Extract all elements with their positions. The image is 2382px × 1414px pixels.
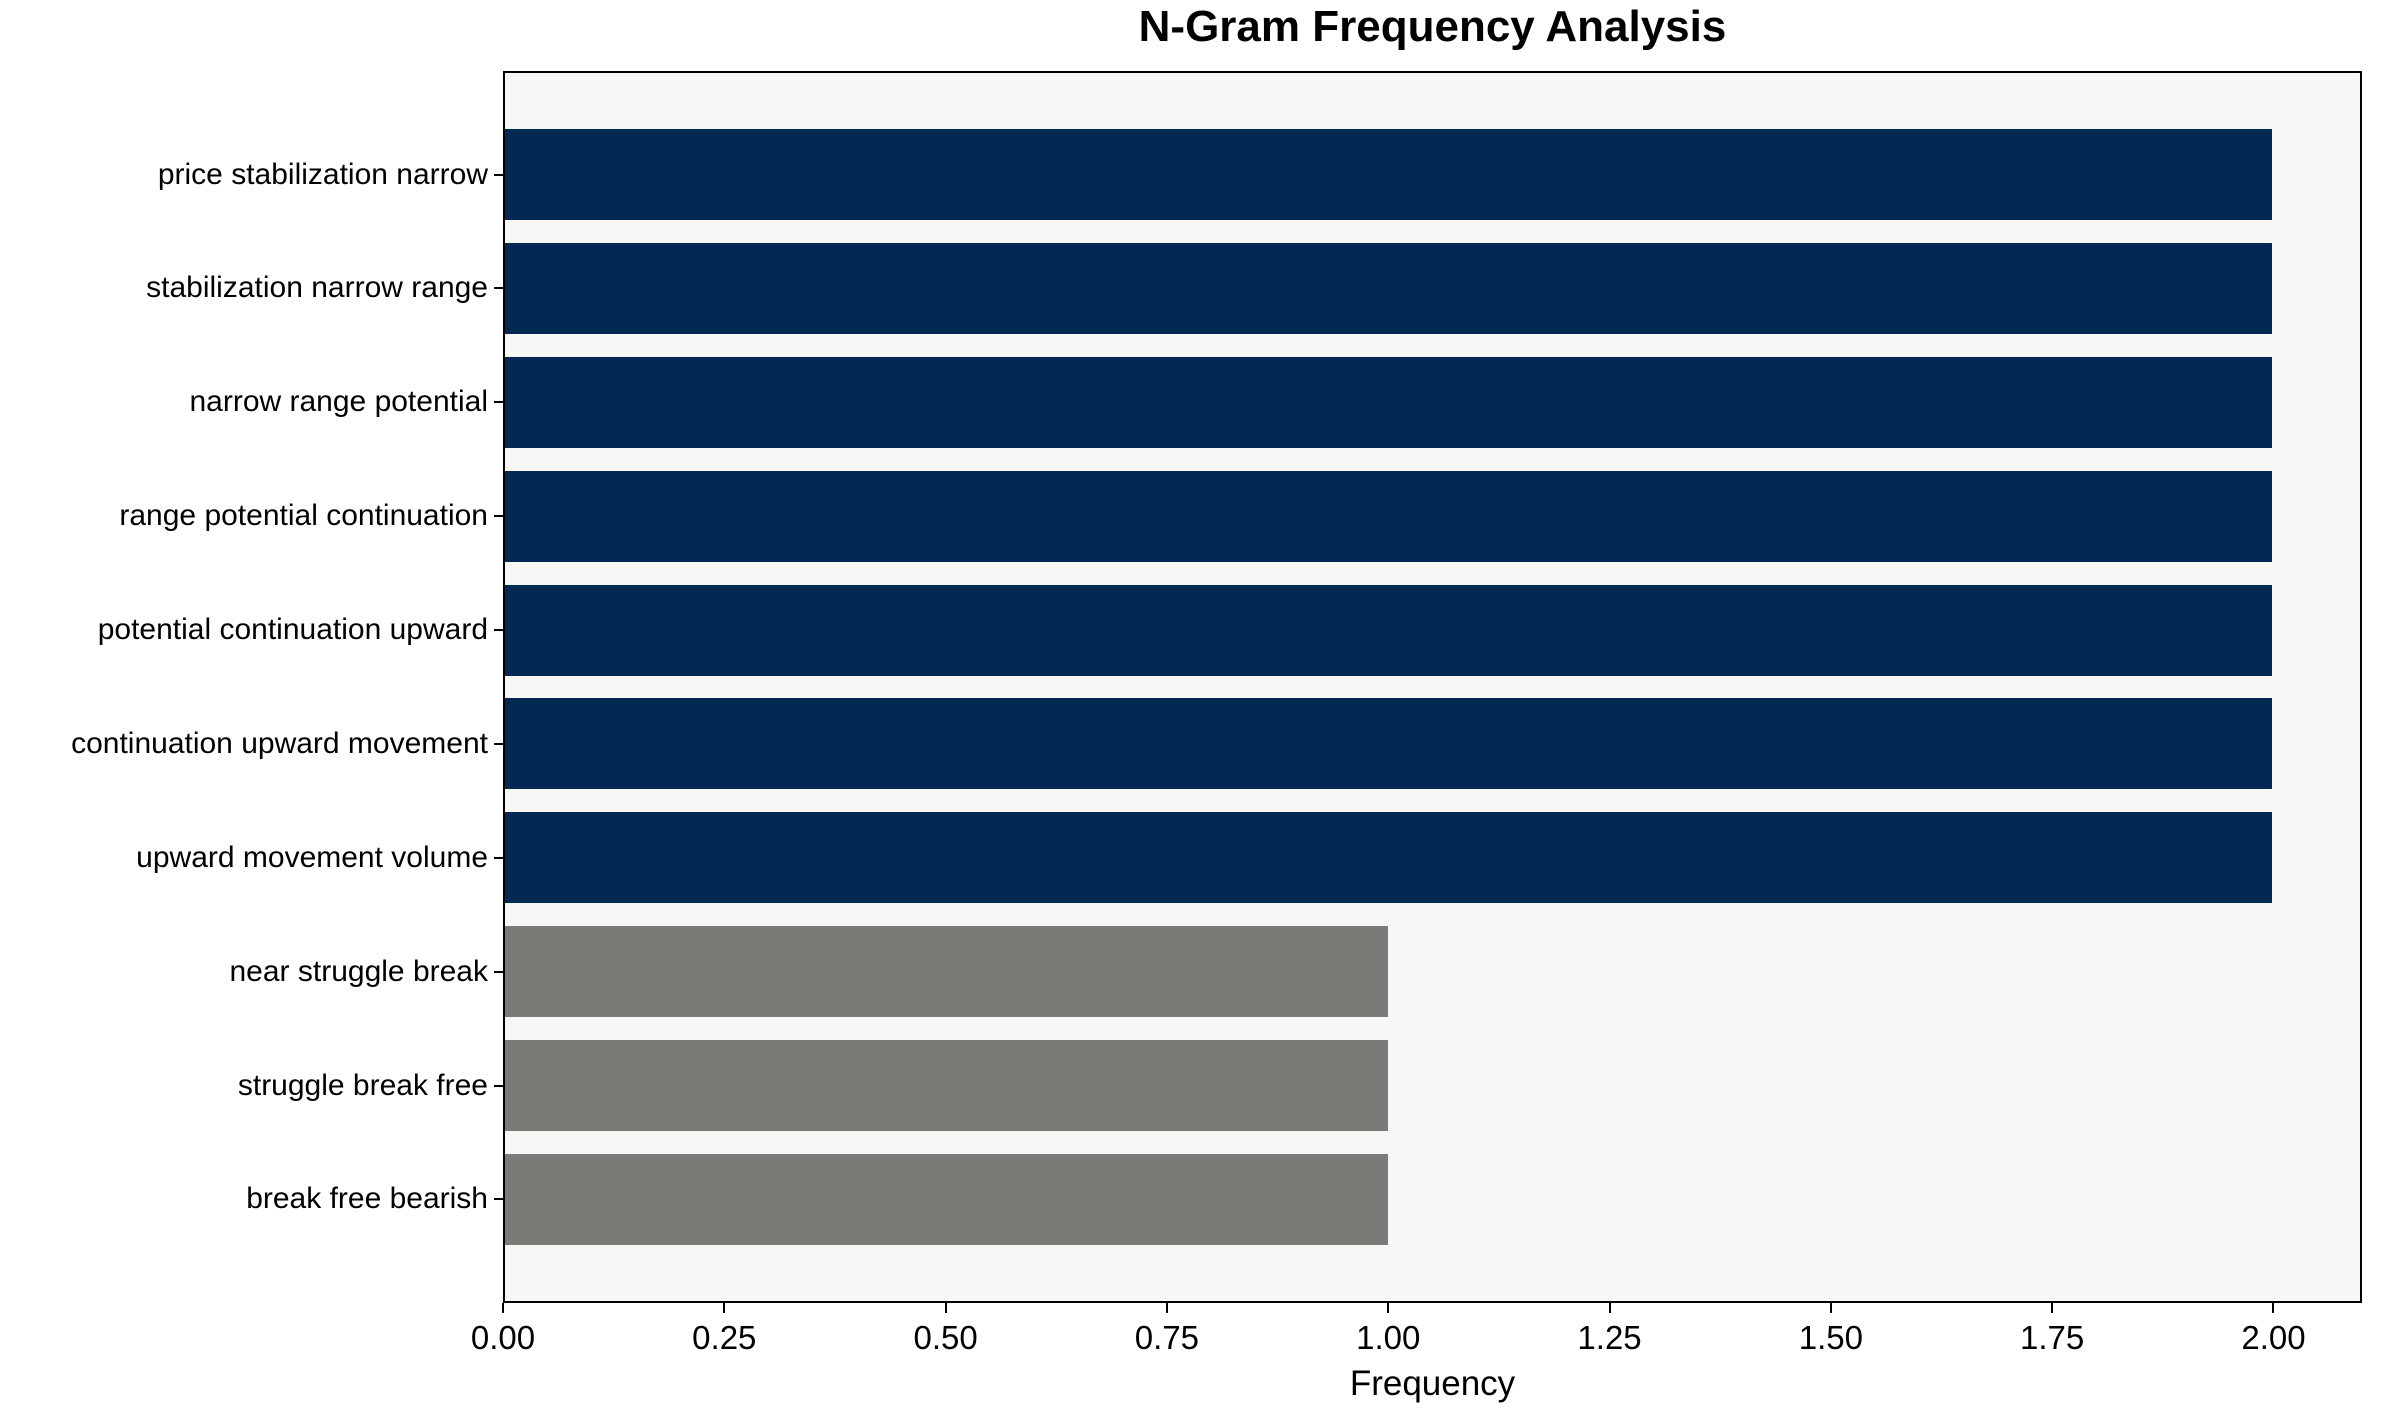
y-tick-mark — [494, 287, 503, 290]
y-tick-mark — [494, 515, 503, 518]
x-axis-title: Frequency — [1349, 1364, 1516, 1403]
y-tick-row: price stabilization narrow — [0, 129, 503, 220]
x-tick-mark — [1387, 1303, 1390, 1313]
bar — [505, 1040, 1389, 1131]
y-tick-label: struggle break free — [237, 1068, 488, 1102]
y-tick-row: near struggle break — [0, 926, 503, 1017]
x-tick-mark — [502, 1303, 504, 1313]
y-tick-mark — [494, 401, 503, 404]
y-tick-mark — [494, 856, 503, 859]
y-tick-label: stabilization narrow range — [146, 271, 488, 305]
y-tick-mark — [494, 970, 503, 973]
bar-row — [505, 584, 2360, 676]
bar — [505, 584, 2272, 676]
y-tick-mark — [494, 173, 503, 176]
bar-row — [505, 356, 2360, 448]
bar — [505, 698, 2272, 790]
y-axis: price stabilization narrow stabilization … — [0, 73, 503, 1301]
x-tick-label: 0.00 — [470, 1319, 536, 1356]
bar-row — [505, 1153, 2360, 1245]
bar — [505, 129, 2272, 220]
y-tick-mark — [494, 742, 503, 745]
x-tick-mark — [1165, 1303, 1168, 1313]
bar-row — [505, 242, 2360, 334]
x-tick-mark — [1829, 1303, 1832, 1313]
x-tick-label: 2.00 — [2241, 1319, 2306, 1356]
x-axis: 0.00 0.25 0.50 0.75 1.00 1.25 1.50 1.75 2.00 — [471, 1303, 2362, 1373]
y-tick-label: range potential continuation — [119, 499, 488, 533]
bar — [505, 470, 2272, 562]
x-tick-label: 0.50 — [913, 1319, 978, 1356]
bar — [505, 812, 2272, 904]
y-tick-row: continuation upward movement — [0, 698, 503, 789]
bar-row — [505, 698, 2360, 790]
x-tick-label: 0.75 — [1134, 1319, 1200, 1356]
x-tick-mark — [2272, 1303, 2275, 1313]
bar-row — [505, 129, 2360, 220]
x-tick-label: 1.25 — [1577, 1319, 1642, 1356]
x-tick-mark — [1608, 1303, 1611, 1313]
x-tick-label: 1.50 — [1798, 1319, 1863, 1356]
x-tick-label: 1.75 — [2020, 1319, 2085, 1356]
bar-row — [505, 470, 2360, 562]
y-tick-mark — [494, 629, 503, 631]
y-tick-mark — [494, 1198, 503, 1201]
x-tick-label: 0.25 — [692, 1319, 757, 1356]
y-tick-label: narrow range potential — [189, 385, 488, 419]
y-tick-label: upward movement volume — [136, 840, 488, 874]
y-tick-row: stabilization narrow range — [0, 243, 503, 334]
y-tick-label: near struggle break — [229, 954, 489, 988]
bar — [505, 926, 1389, 1018]
y-tick-row: upward movement volume — [0, 812, 503, 903]
y-tick-label: price stabilization narrow — [157, 157, 488, 191]
y-tick-label: break free bearish — [246, 1182, 488, 1216]
x-tick-mark — [2051, 1303, 2054, 1313]
x-tick-mark — [944, 1303, 947, 1313]
plot-area — [503, 71, 2362, 1303]
bar — [505, 356, 2272, 448]
y-tick-row: struggle break free — [0, 1040, 503, 1131]
bar-row — [505, 1040, 2360, 1131]
y-tick-label: potential continuation upward — [97, 613, 488, 646]
bar — [505, 1153, 1389, 1245]
chart-title: N-Gram Frequency Analysis — [1138, 2, 1727, 51]
bar-row — [505, 812, 2360, 904]
bar-row — [505, 926, 2360, 1018]
x-tick-mark — [723, 1303, 726, 1313]
y-tick-row: range potential continuation — [0, 471, 503, 562]
y-tick-mark — [494, 1084, 503, 1087]
y-tick-row: potential continuation upward — [0, 585, 503, 676]
x-tick-label: 1.00 — [1356, 1319, 1421, 1356]
y-tick-row: narrow range potential — [0, 357, 503, 448]
bar — [505, 242, 2272, 334]
y-tick-label: continuation upward movement — [71, 726, 488, 760]
y-tick-row: break free bearish — [0, 1154, 503, 1245]
